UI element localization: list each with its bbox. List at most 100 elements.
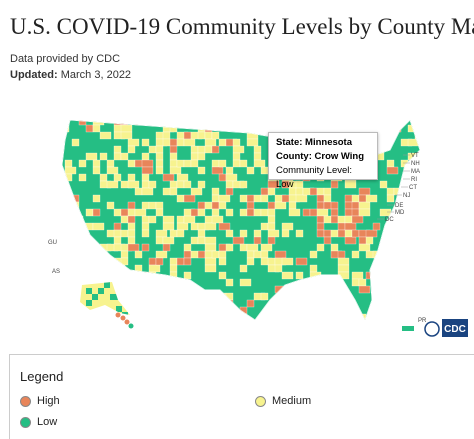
county[interactable] [92,257,101,266]
county[interactable] [120,250,129,259]
county[interactable] [162,131,171,140]
county[interactable] [246,250,255,259]
county[interactable] [85,124,94,133]
county[interactable] [253,124,262,133]
county[interactable] [309,271,322,280]
county[interactable] [99,131,112,140]
county[interactable] [358,285,371,294]
county[interactable] [274,250,287,259]
county[interactable] [155,250,168,259]
county[interactable] [204,264,217,273]
county[interactable] [106,180,119,189]
county[interactable] [239,118,248,126]
county[interactable] [162,215,175,224]
county[interactable] [267,229,280,238]
county[interactable] [141,222,150,231]
county[interactable] [176,215,185,224]
county[interactable] [176,229,185,238]
county[interactable] [407,215,420,224]
county[interactable] [183,243,192,252]
county[interactable] [260,208,269,217]
county[interactable] [337,124,346,133]
county[interactable] [365,229,378,238]
county[interactable] [155,145,164,154]
county[interactable] [379,278,388,287]
county[interactable] [176,257,185,266]
county[interactable] [379,138,388,147]
county[interactable] [246,166,255,175]
county[interactable] [260,243,273,252]
county[interactable] [162,222,175,231]
county[interactable] [64,159,73,168]
county[interactable] [330,208,339,217]
county[interactable] [127,180,140,189]
county[interactable] [400,250,409,259]
county[interactable] [246,201,255,210]
county[interactable] [393,250,402,259]
county[interactable] [253,236,262,245]
county[interactable] [92,159,101,168]
county[interactable] [127,222,136,231]
legend-item[interactable]: High [20,395,60,407]
county[interactable] [351,229,360,238]
county[interactable] [190,187,203,196]
county[interactable] [134,285,143,294]
county[interactable] [386,306,395,315]
county[interactable] [86,312,92,318]
county[interactable] [309,299,318,308]
county[interactable] [197,250,206,259]
county[interactable] [197,208,206,217]
county[interactable] [114,321,125,328]
county[interactable] [414,194,422,203]
county[interactable] [162,299,175,308]
county[interactable] [127,243,140,252]
county[interactable] [169,152,178,161]
county[interactable] [253,250,262,259]
county[interactable] [71,313,84,321]
county[interactable] [106,166,119,175]
county[interactable] [218,194,231,203]
county[interactable] [316,285,325,294]
county[interactable] [183,131,192,140]
county[interactable] [379,180,388,189]
county[interactable] [239,194,248,203]
county[interactable] [246,138,259,147]
county[interactable] [379,313,392,321]
county[interactable] [155,257,164,266]
county[interactable] [309,292,322,301]
county[interactable] [295,271,304,280]
county[interactable] [218,313,227,321]
county[interactable] [176,278,189,287]
county[interactable] [246,194,255,203]
county[interactable] [344,118,353,126]
county[interactable] [211,159,220,168]
county[interactable] [211,187,220,196]
county[interactable] [106,159,115,168]
county[interactable] [204,243,217,252]
county[interactable] [113,278,122,287]
county[interactable] [99,257,108,266]
county[interactable] [267,187,276,196]
county[interactable] [190,285,199,294]
county[interactable] [281,292,290,301]
county[interactable] [225,299,234,308]
county[interactable] [331,321,338,328]
county[interactable] [120,229,129,238]
county[interactable] [113,222,122,231]
county[interactable] [78,159,87,168]
county[interactable] [92,208,101,217]
county[interactable] [71,138,80,147]
county[interactable] [295,194,308,203]
county[interactable] [110,294,116,300]
county[interactable] [260,292,269,301]
county[interactable] [309,250,318,259]
county[interactable] [204,124,213,133]
county[interactable] [232,313,245,321]
county[interactable] [232,145,245,154]
county[interactable] [372,299,381,308]
county[interactable] [422,286,429,293]
county[interactable] [197,180,206,189]
county[interactable] [116,306,122,312]
county[interactable] [141,201,150,210]
county[interactable] [253,159,266,168]
